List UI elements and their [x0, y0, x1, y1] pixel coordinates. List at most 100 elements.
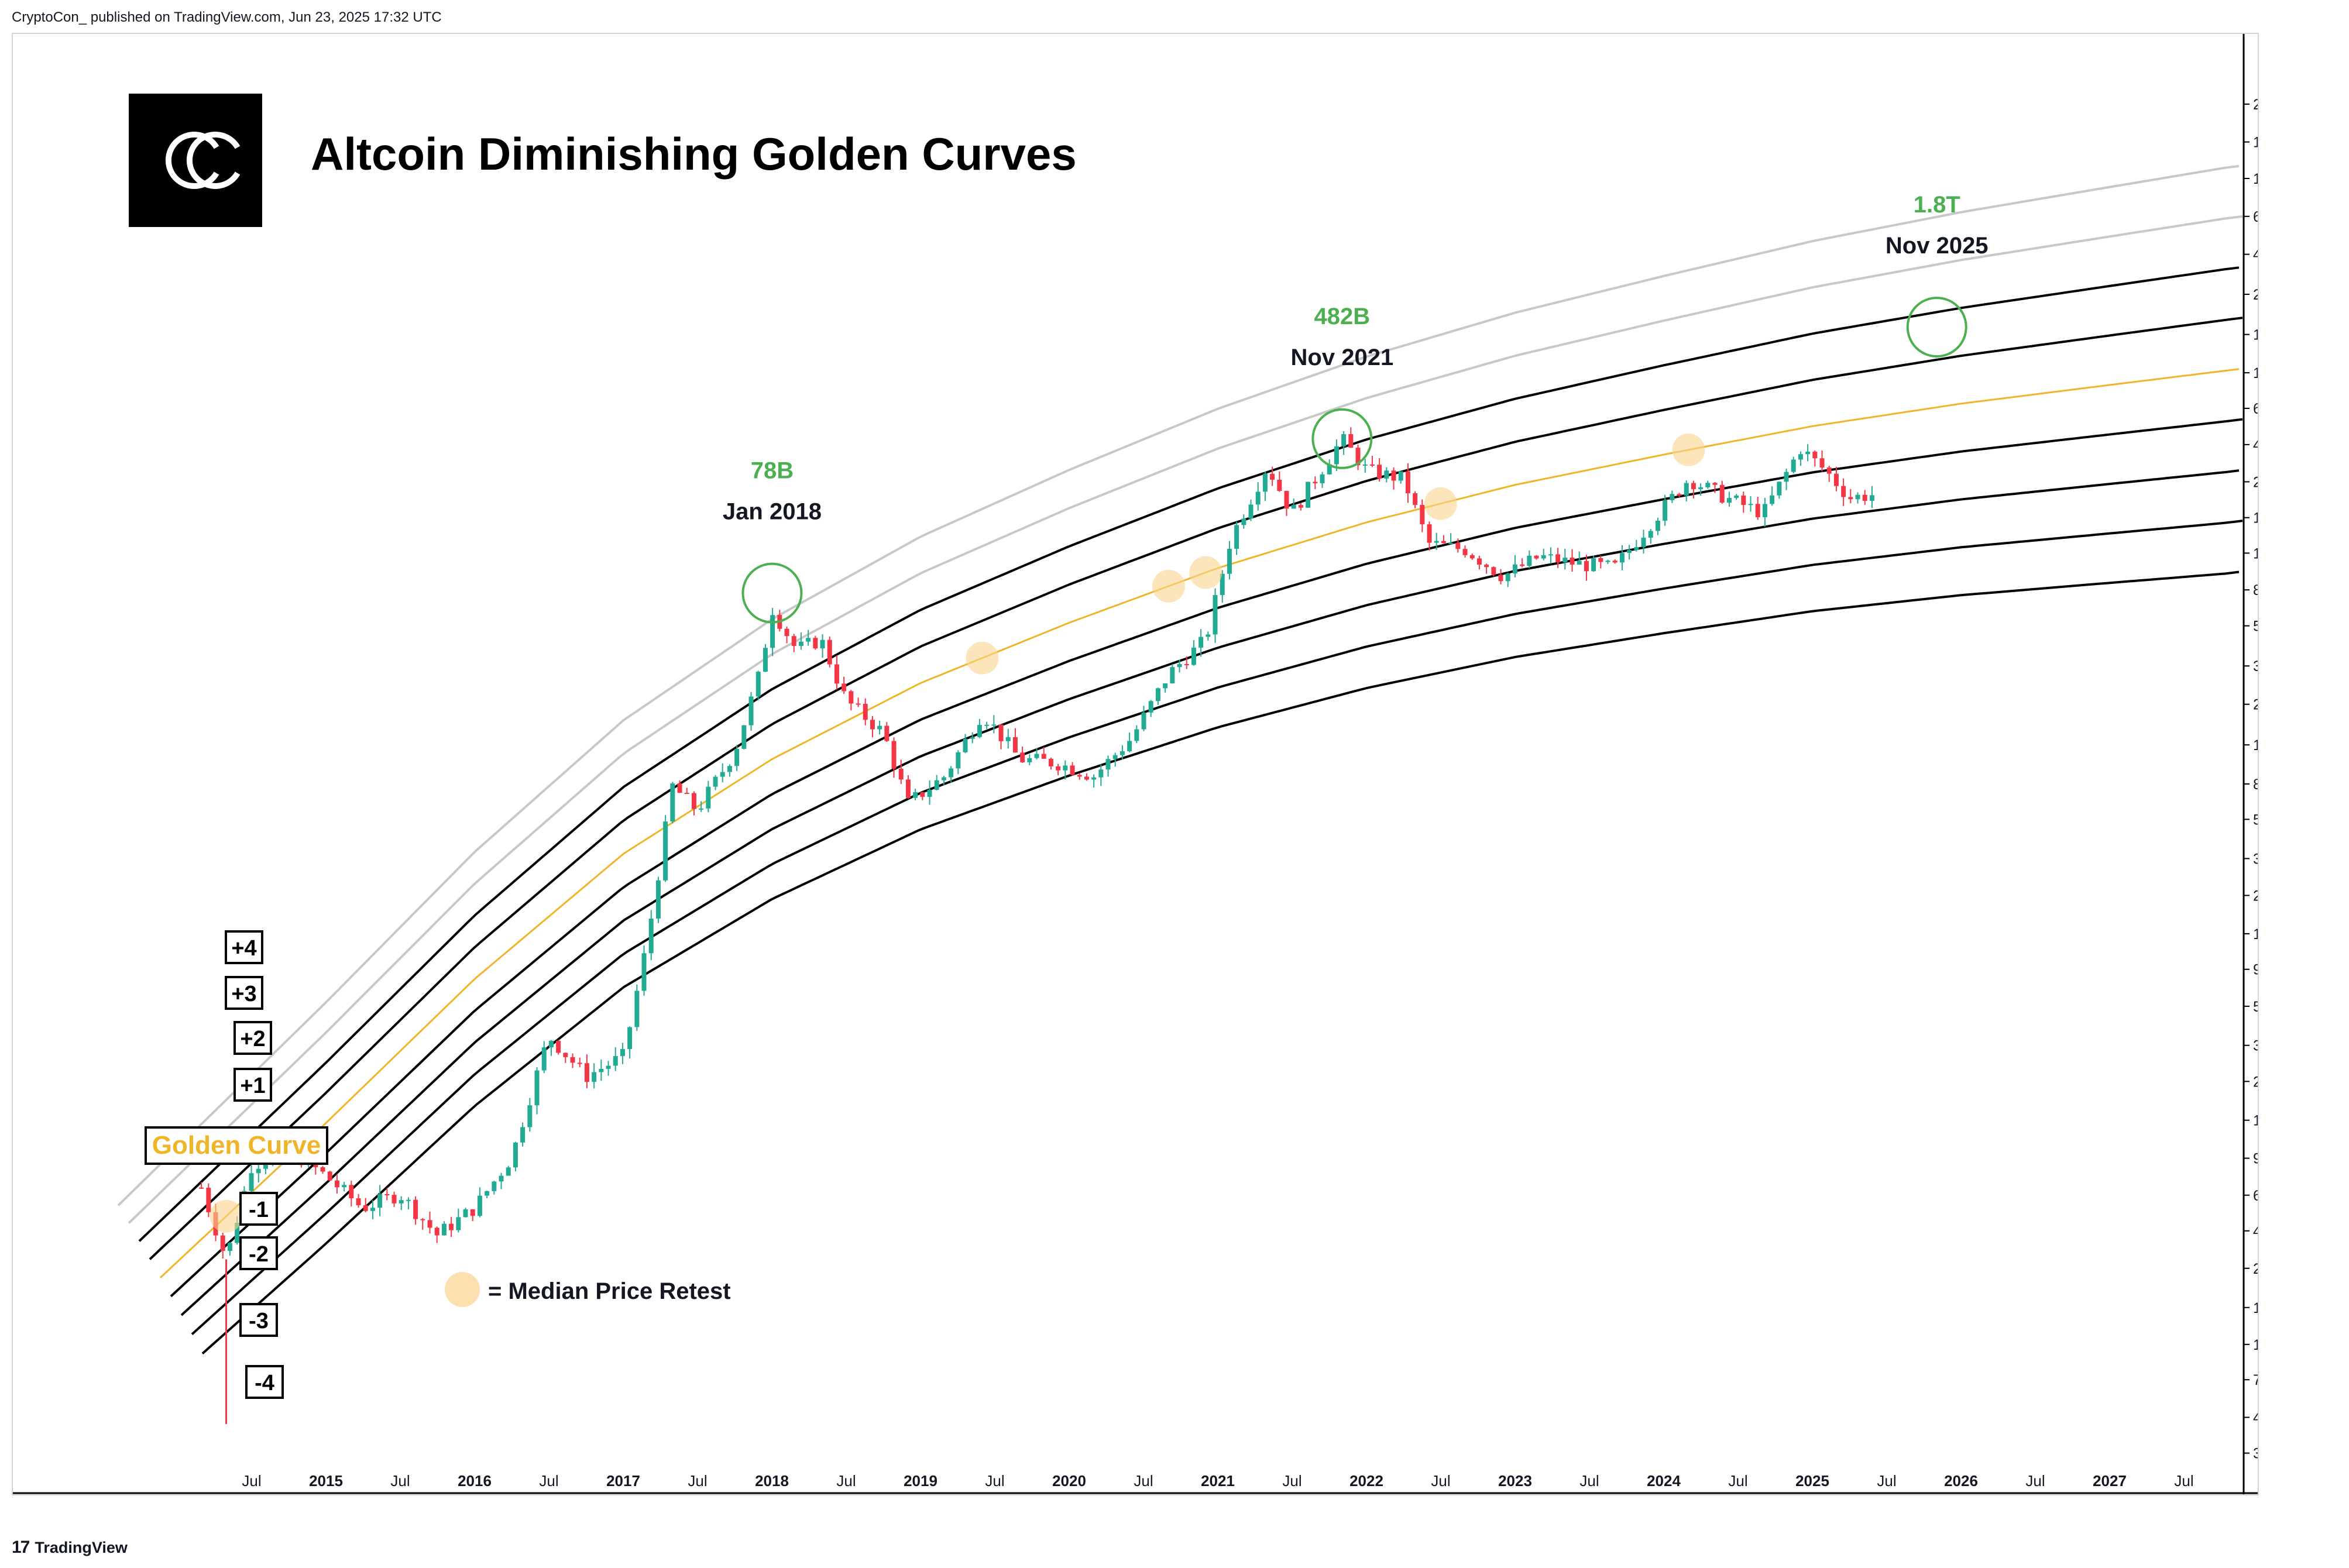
logo-box: [129, 94, 262, 227]
candle-body: [206, 1188, 211, 1212]
candle-body: [1148, 701, 1153, 713]
candle-body: [363, 1205, 368, 1211]
price-tick-label: 2.65 T: [2253, 287, 2258, 303]
candle-body: [1020, 752, 1025, 762]
candle-body: [1163, 683, 1168, 689]
candle-body: [820, 639, 825, 649]
candle-body: [613, 1056, 618, 1066]
candle-body: [1184, 663, 1189, 665]
candle-body: [956, 752, 961, 769]
candle-body: [1391, 470, 1396, 481]
time-tick-label: Jul: [2174, 1472, 2193, 1490]
candle-body: [441, 1223, 447, 1236]
candle-body: [492, 1181, 497, 1191]
candle-body: [1155, 688, 1160, 702]
candle-body: [1798, 454, 1803, 460]
candle-body: [770, 615, 775, 648]
price-tick-label: 290 B: [2253, 474, 2258, 490]
band-curve-minus4: [201, 570, 2240, 1354]
candle-body: [527, 1105, 533, 1127]
price-tick-label: 125 B: [2253, 545, 2258, 562]
candle-body: [256, 1168, 261, 1174]
band-label: -1: [249, 1198, 269, 1222]
band-curve-plus3: [128, 215, 2243, 1225]
chart-frame: Jan 2018 78B Nov 2021 482B Nov 2025 1.8T +4 +3…: [12, 33, 2259, 1495]
candle-body: [1469, 555, 1475, 559]
price-tick-label: 1.05 T: [2253, 365, 2258, 381]
time-tick-label: Jul: [390, 1472, 410, 1490]
candle-body: [920, 792, 925, 797]
band-label: Golden Curve: [152, 1131, 321, 1160]
price-tick-label: 53 B: [2253, 618, 2258, 635]
price-tick-label: 190 B: [2253, 510, 2258, 527]
candle-body: [406, 1199, 411, 1201]
candle-body: [677, 783, 682, 793]
candle-body: [477, 1195, 482, 1216]
band-label-box: [239, 1236, 278, 1270]
time-tick-label: 2017: [606, 1472, 640, 1490]
cc-logo-icon: [165, 132, 241, 189]
candle-body: [884, 725, 890, 741]
tradingview-footer[interactable]: 17 TradingView: [12, 1538, 128, 1557]
target-circle: [741, 562, 803, 624]
candle-body: [648, 918, 654, 954]
candle-body: [1070, 765, 1075, 775]
candle-body: [1570, 558, 1575, 565]
candle-body: [1034, 754, 1039, 758]
candle-body: [399, 1200, 404, 1203]
candle-body: [1555, 554, 1561, 563]
candle-body: [898, 768, 904, 780]
chart-title: Altcoin Diminishing Golden Curves: [311, 128, 1077, 180]
price-tick-label: 7.25 M: [2253, 1372, 2258, 1388]
candle-body: [1691, 483, 1696, 490]
candle-body: [520, 1127, 526, 1143]
candle-body: [1191, 647, 1196, 665]
candle-body: [556, 1040, 561, 1053]
price-tick-label: 25 T: [2253, 97, 2258, 113]
time-tick-label: Jul: [1282, 1472, 1301, 1490]
candle-body: [1826, 467, 1832, 474]
candle-body: [720, 772, 725, 777]
candle-body: [1448, 542, 1454, 544]
candle-body: [1712, 483, 1718, 485]
candle-body: [791, 636, 796, 647]
candle-body: [249, 1173, 254, 1191]
candle-body: [1427, 524, 1432, 543]
candle-body: [927, 789, 932, 797]
price-tick-label: 690 B: [2253, 401, 2258, 417]
median-retest-dot: [210, 1199, 243, 1233]
candle-body: [1819, 458, 1825, 468]
candle-body: [463, 1209, 468, 1218]
time-tick-label: 2022: [1349, 1472, 1383, 1490]
candle-body: [934, 780, 939, 790]
candle-body: [1262, 473, 1268, 492]
chart-svg[interactable]: Jan 2018 78B Nov 2021 482B Nov 2025 1.8T +4 +3…: [13, 34, 2258, 1494]
band-curve-minus3: [191, 520, 2243, 1335]
band-label-box: [233, 1021, 272, 1055]
price-tick-label: 11 M: [2253, 1337, 2258, 1353]
candle-body: [1141, 712, 1146, 730]
time-tick-label: 2026: [1944, 1472, 1978, 1490]
candle-body: [970, 737, 975, 739]
candle-body: [1548, 554, 1553, 556]
band-curve-plus1: [149, 317, 2243, 1260]
axes-layer: USD3.05 M4.65 M7.25 M11 M17 M27 M42 M64 …: [13, 34, 2258, 1494]
candle-body: [1527, 555, 1532, 566]
candle-body: [384, 1194, 390, 1195]
candle-body: [663, 821, 668, 881]
time-tick-label: Jul: [1431, 1472, 1450, 1490]
candle-body: [706, 786, 711, 809]
candle-body: [741, 725, 747, 749]
candle-body: [949, 768, 954, 778]
candle-body: [420, 1219, 425, 1220]
band-label: +4: [231, 936, 256, 961]
candle-body: [1505, 573, 1510, 582]
candle-body: [1734, 495, 1739, 498]
targets-layer: Jan 2018 78B Nov 2021 482B Nov 2025 1.8T: [210, 192, 1989, 1233]
candle-body: [856, 703, 861, 705]
band-label-box: [145, 1126, 328, 1165]
candle-body: [1112, 755, 1118, 759]
price-tick-label: 6.65 T: [2253, 209, 2258, 225]
candle-body: [1248, 504, 1254, 519]
tradingview-logo-icon: 17: [12, 1538, 30, 1557]
